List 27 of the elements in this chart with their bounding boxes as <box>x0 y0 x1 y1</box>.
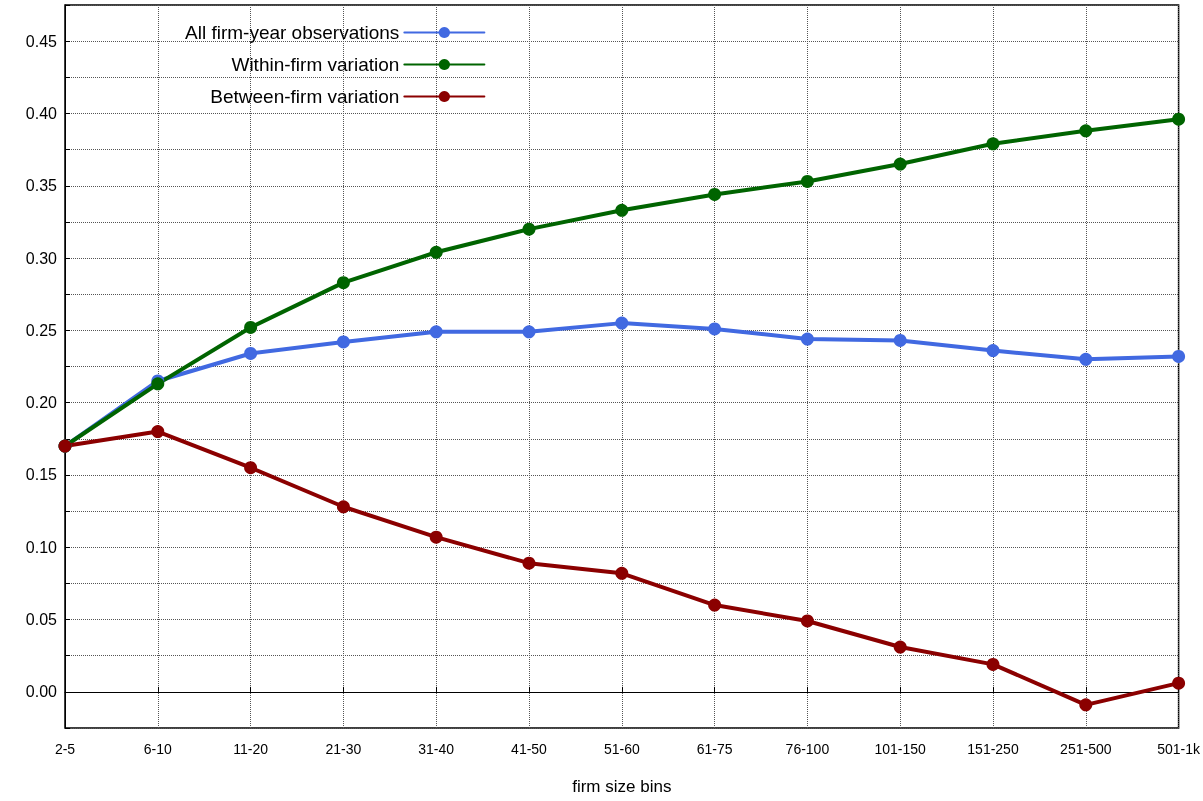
x-axis-title: firm size bins <box>572 777 672 796</box>
x-tick-label: 41-50 <box>511 741 548 757</box>
legend-label: Within-firm variation <box>231 54 400 75</box>
y-tick-label: 0.05 <box>25 611 58 629</box>
y-tick-label: 0.40 <box>25 104 58 122</box>
x-tick-label: 21-30 <box>325 741 362 757</box>
x-tick-label: 61-75 <box>696 741 733 757</box>
y-tick-label: 0.25 <box>25 321 58 339</box>
y-tick-label: 0.15 <box>25 466 58 484</box>
legend-label: Between-firm variation <box>210 86 400 107</box>
x-tick-label: 2-5 <box>54 741 76 757</box>
x-tick-label: 101-150 <box>874 741 927 757</box>
y-tick-label: 0.35 <box>25 177 58 195</box>
x-tick-label: 76-100 <box>785 741 830 757</box>
legend-label: All firm-year observations <box>185 22 400 43</box>
x-tick-label: 251-500 <box>1060 741 1112 757</box>
text: 0.00 <box>25 683 57 701</box>
y-tick-label: 0.30 <box>25 249 58 267</box>
x-tick-label: 51-60 <box>603 741 640 757</box>
x-tick-label: 11-20 <box>233 741 269 757</box>
x-tick-label: 501-1k <box>1157 741 1201 757</box>
y-tick-label: 0.45 <box>25 32 58 50</box>
y-tick-label: 0.20 <box>25 394 58 412</box>
y-tick-label: 0.10 <box>25 538 58 556</box>
x-tick-label: 6-10 <box>143 741 173 757</box>
x-tick-label: 151-250 <box>967 741 1019 757</box>
x-tick-label: 31-40 <box>418 741 455 757</box>
